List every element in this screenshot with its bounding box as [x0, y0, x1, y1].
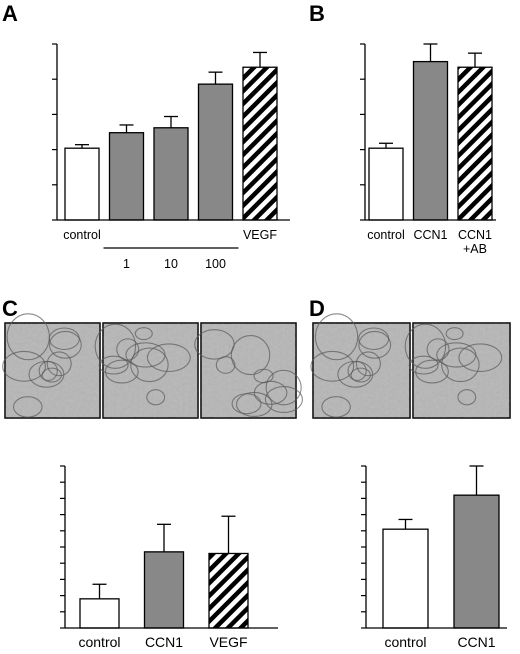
tube-structure: [104, 359, 139, 384]
bar: [457, 66, 493, 221]
tube-structure: [98, 355, 129, 375]
bar: [453, 494, 500, 629]
micrographs-panel-d: [310, 313, 511, 419]
tube-structure: [230, 335, 271, 376]
tube-structure: [457, 389, 477, 406]
x-category-label: 100: [205, 257, 226, 271]
tube-structure: [408, 355, 439, 375]
bar: [208, 552, 249, 629]
tube-structure: [415, 359, 449, 384]
x-category-label: control: [367, 228, 405, 242]
x-category-label: CCN1: [457, 634, 495, 650]
panel-letter-b: B: [309, 1, 325, 26]
x-category-label: CCN1: [145, 634, 183, 650]
x-category-label: VEGF: [243, 228, 277, 242]
chart-panel-d: control CCN1: [361, 465, 507, 650]
tube-structure: [253, 380, 288, 405]
tube-structure: [253, 368, 274, 384]
bar: [242, 66, 278, 221]
chart-panel-c: control CCN1 VEGF: [60, 465, 278, 650]
tube-structure: [94, 323, 137, 369]
x-category-label: VEGF: [209, 634, 247, 650]
micrograph-texture: [413, 323, 510, 418]
chart-panel-b: control CCN1 CCN1 +AB: [360, 43, 496, 256]
panel-letter-a: A: [2, 1, 18, 26]
micrograph-texture: [103, 323, 198, 418]
tube-structure: [134, 327, 153, 341]
chart-panel-a: control 1 10 100 VEGF: [52, 43, 290, 271]
bar: [368, 147, 404, 221]
x-category-label-line: +AB: [463, 242, 487, 256]
x-category-label: 10: [164, 257, 178, 271]
bar: [64, 147, 100, 221]
x-category-label: control: [384, 634, 426, 650]
tube-structure: [310, 350, 355, 382]
bar: [412, 60, 449, 221]
tube-structure: [194, 329, 235, 360]
tube-structure: [404, 323, 447, 369]
tube-structure: [6, 313, 50, 361]
micrographs-panel-c: [2, 313, 303, 419]
x-category-label: CCN1 +AB: [458, 228, 492, 256]
bar: [153, 127, 189, 221]
tube-structure: [426, 338, 450, 361]
panel-letter-c: C: [2, 296, 18, 321]
tube-structure: [116, 338, 140, 361]
tube-structure: [46, 351, 72, 377]
x-category-label: CCN1: [413, 228, 447, 242]
tube-structure: [358, 330, 392, 359]
bar: [108, 132, 145, 221]
tube-structure: [49, 330, 82, 359]
tube-structure: [146, 389, 166, 406]
x-category-label-line: CCN1: [458, 228, 492, 242]
tube-structure: [264, 386, 303, 414]
tube-structure: [146, 343, 191, 372]
micrograph-texture: [5, 323, 100, 418]
bar: [197, 83, 234, 221]
tube-structure: [215, 356, 236, 374]
tube-structure: [28, 360, 65, 388]
tube-structure: [355, 351, 381, 377]
x-category-label: control: [63, 228, 101, 242]
bar: [143, 551, 185, 629]
micrograph-texture: [313, 323, 410, 418]
tube-structure: [441, 347, 480, 383]
x-category-label: 1: [123, 257, 130, 271]
panel-letter-d: D: [309, 296, 325, 321]
bar: [382, 528, 429, 629]
tube-structure: [130, 347, 169, 383]
tube-structure: [445, 327, 464, 341]
x-category-label: control: [78, 634, 120, 650]
bar: [79, 598, 120, 629]
tube-structure: [12, 396, 43, 418]
tube-structure: [265, 369, 302, 406]
tube-structure: [337, 360, 374, 388]
tube-structure: [321, 396, 351, 418]
tube-structure: [314, 313, 359, 361]
tube-structure: [458, 343, 503, 372]
tube-structure: [2, 350, 46, 382]
